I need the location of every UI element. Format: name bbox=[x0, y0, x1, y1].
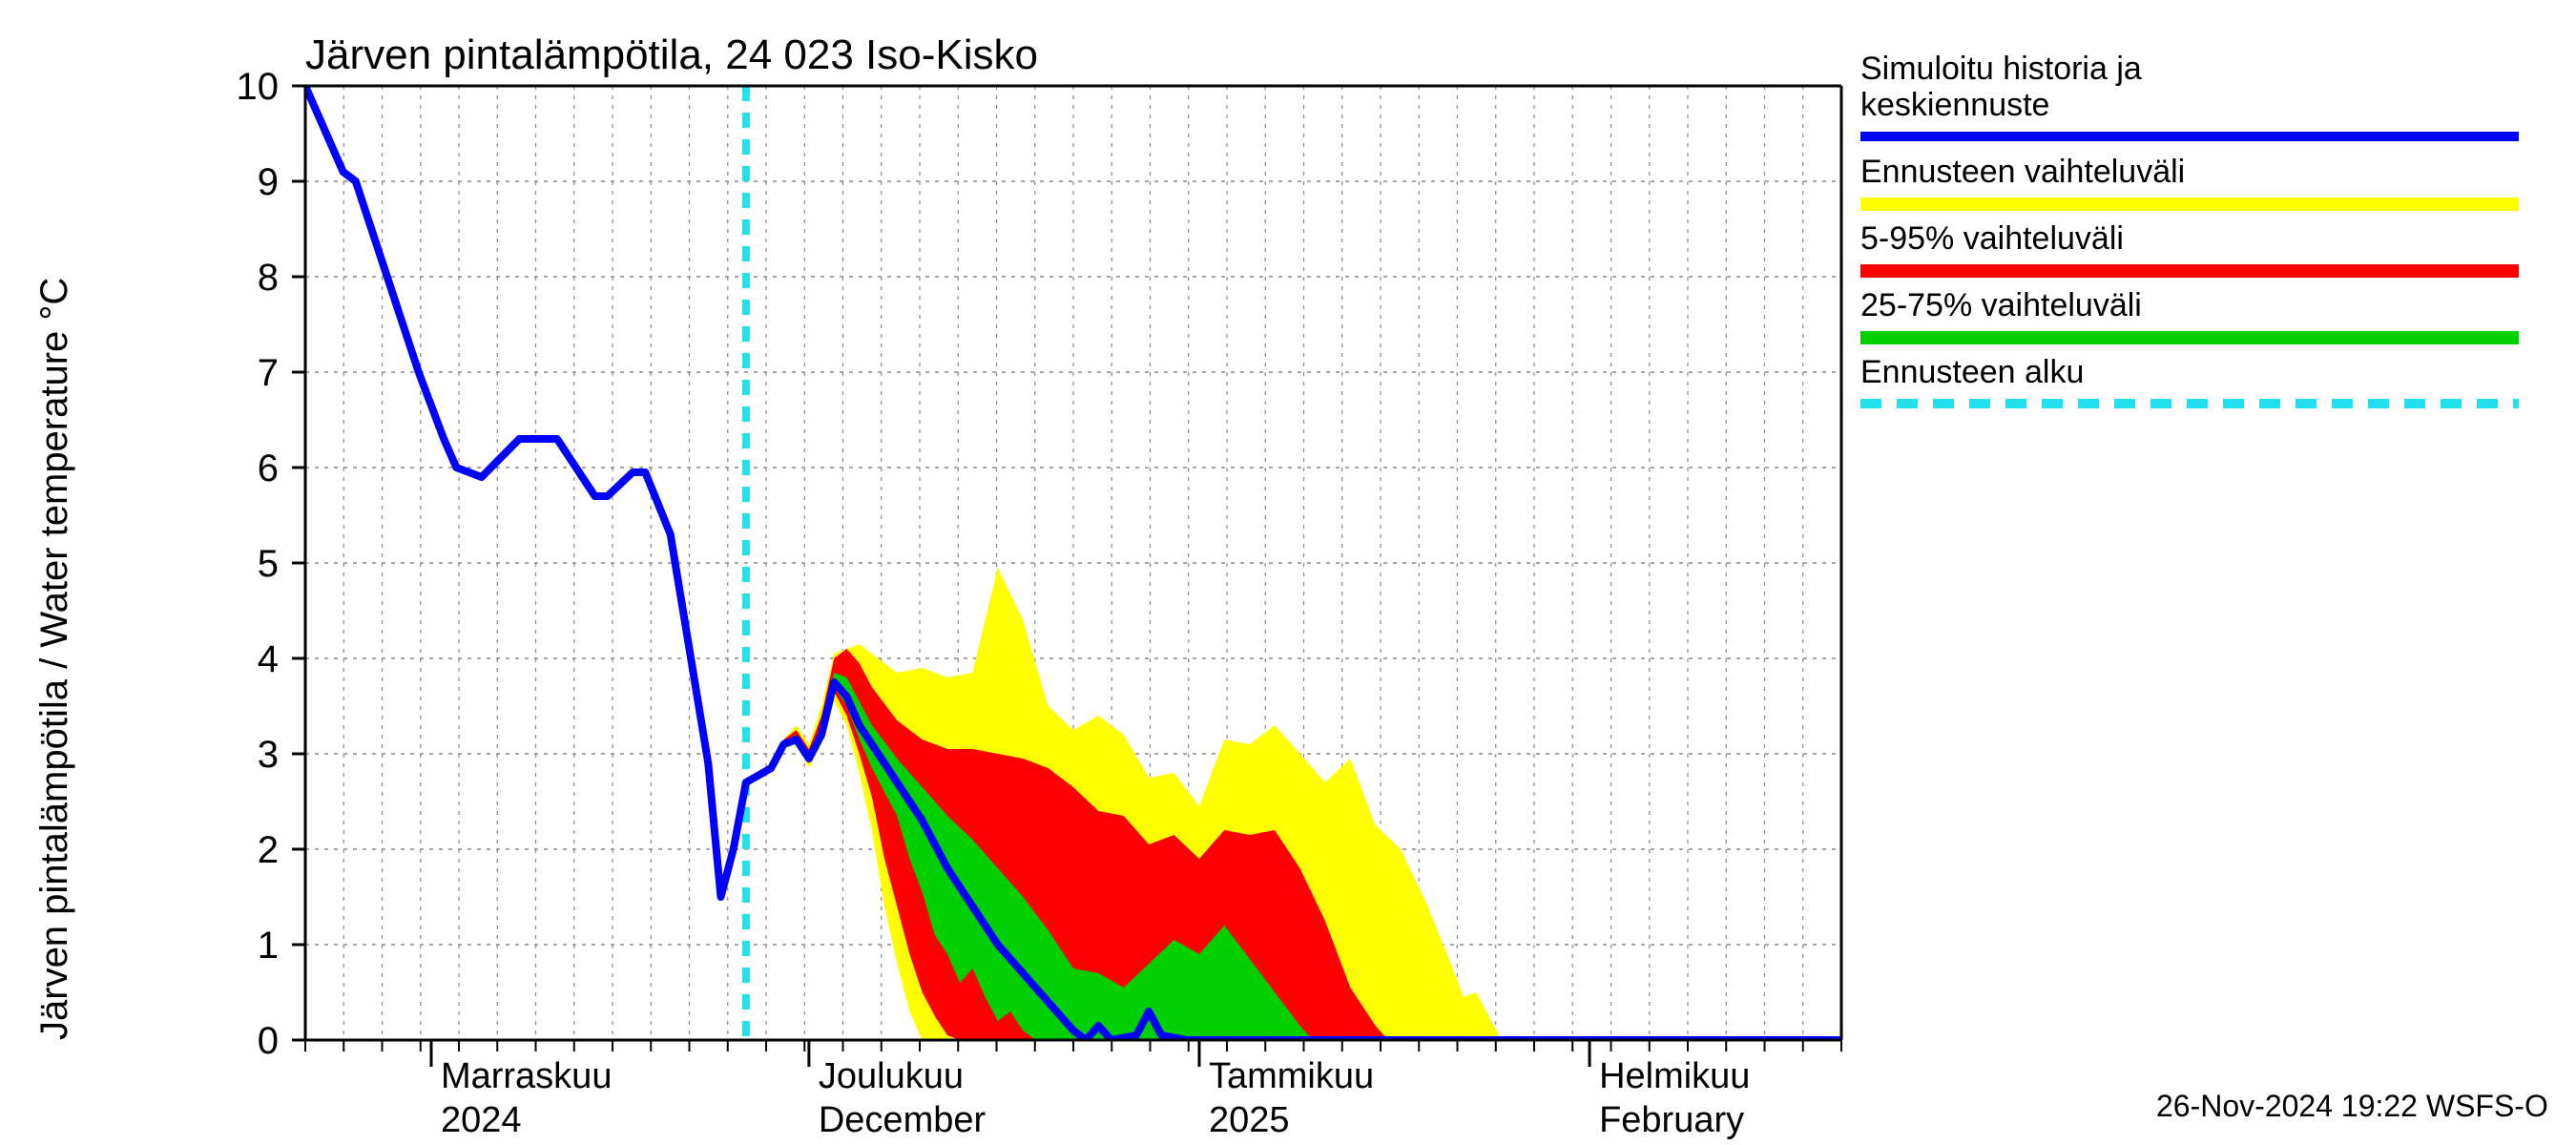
legend-label: keskiennuste bbox=[1860, 87, 2049, 123]
legend-label: Ennusteen alku bbox=[1860, 354, 2084, 390]
y-axis-label: Järven pintalämpötila / Water temperatur… bbox=[33, 278, 75, 1040]
y-tick-label: 9 bbox=[258, 161, 279, 203]
x-month-label: Joulukuu bbox=[819, 1056, 964, 1096]
y-tick-label: 2 bbox=[258, 829, 279, 871]
x-month-sublabel: 2025 bbox=[1209, 1100, 1290, 1140]
x-month-label: Marraskuu bbox=[441, 1056, 613, 1096]
x-month-sublabel: 2024 bbox=[441, 1100, 522, 1140]
y-tick-label: 3 bbox=[258, 734, 279, 776]
y-tick-label: 4 bbox=[258, 638, 279, 680]
chart-footer: 26-Nov-2024 19:22 WSFS-O bbox=[2156, 1089, 2548, 1123]
x-month-sublabel: December bbox=[819, 1100, 987, 1140]
x-month-label: Tammikuu bbox=[1209, 1056, 1374, 1096]
legend-label: Ennusteen vaihteluväli bbox=[1860, 154, 2185, 190]
water-temperature-chart: 0 1 2 3 4 5 6 7 8 9 10 Marraskuu2024 JoulukuuDecembe… bbox=[0, 0, 2576, 1145]
x-month-label: Helmikuu bbox=[1599, 1056, 1750, 1096]
chart-title: Järven pintalämpötila, 24 023 Iso-Kisko bbox=[305, 31, 1038, 78]
legend-swatch bbox=[1860, 198, 2519, 211]
y-tick-label: 10 bbox=[237, 66, 280, 108]
y-tick-label: 1 bbox=[258, 925, 279, 967]
y-tick-label: 7 bbox=[258, 352, 279, 394]
legend-label: 5-95% vaihteluväli bbox=[1860, 220, 2124, 257]
y-tick-label: 6 bbox=[258, 448, 279, 489]
y-tick-label: 5 bbox=[258, 543, 279, 585]
legend-label: Simuloitu historia ja bbox=[1860, 51, 2142, 87]
y-tick-label: 0 bbox=[258, 1020, 279, 1062]
legend-label: 25-75% vaihteluväli bbox=[1860, 287, 2142, 323]
legend-swatch bbox=[1860, 264, 2519, 278]
legend-swatch bbox=[1860, 331, 2519, 344]
x-month-sublabel: February bbox=[1599, 1100, 1744, 1140]
y-tick-label: 8 bbox=[258, 257, 279, 299]
